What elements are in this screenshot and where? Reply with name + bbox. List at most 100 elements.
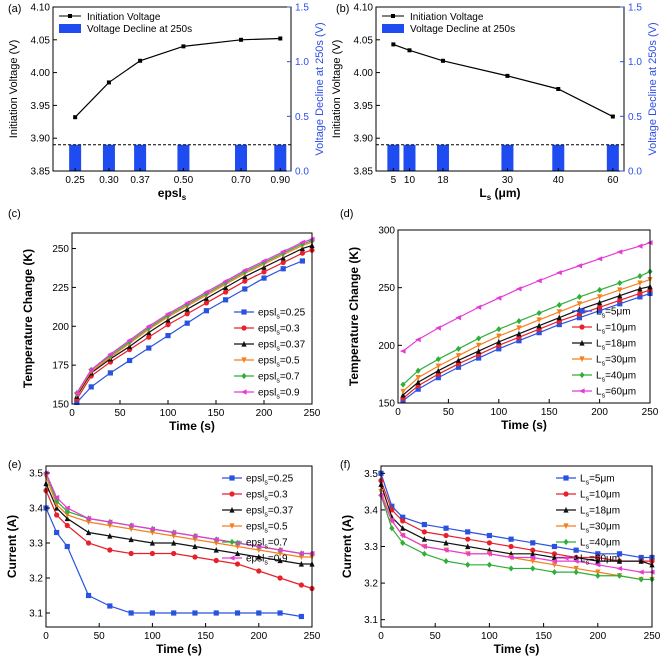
series-line bbox=[74, 37, 281, 118]
data-point bbox=[85, 515, 92, 522]
x-axis-title: Time (s) bbox=[501, 418, 547, 432]
y-tick-label: 3.1 bbox=[364, 615, 378, 626]
data-point bbox=[107, 532, 113, 539]
data-point bbox=[573, 569, 579, 576]
data-point bbox=[277, 610, 283, 616]
data-point bbox=[616, 572, 623, 579]
data-point bbox=[203, 308, 209, 314]
y-tick-label: 250 bbox=[378, 283, 395, 294]
legend-label: epsls=0.5 bbox=[246, 522, 288, 535]
data-point bbox=[64, 512, 70, 519]
data-point bbox=[486, 532, 492, 539]
legend-marker bbox=[241, 372, 247, 380]
legend-label: epsls=0.5 bbox=[258, 356, 300, 369]
data-point bbox=[64, 543, 70, 550]
legend-label: Initiation Voltage bbox=[410, 12, 484, 23]
data-point bbox=[389, 503, 395, 509]
data-point bbox=[171, 539, 177, 546]
legend-marker bbox=[241, 325, 247, 331]
data-point bbox=[536, 317, 542, 324]
y-tick-label: 250 bbox=[52, 244, 69, 255]
panel-label: (e) bbox=[8, 459, 21, 471]
legend-marker bbox=[391, 14, 395, 18]
x-tick-label: 5 bbox=[391, 175, 397, 186]
data-point bbox=[421, 521, 427, 528]
data-point bbox=[223, 297, 229, 303]
data-point bbox=[255, 543, 262, 550]
x-tick-label: 30 bbox=[502, 175, 514, 186]
y2-tick-label: 0.0 bbox=[628, 167, 642, 178]
bar bbox=[177, 144, 190, 171]
data-point bbox=[551, 569, 558, 576]
data-point bbox=[234, 550, 241, 557]
data-point bbox=[149, 526, 155, 532]
x-axis-title: Time (s) bbox=[169, 419, 215, 433]
data-point bbox=[256, 568, 262, 574]
data-point bbox=[213, 610, 219, 616]
y2-tick-label: 0.0 bbox=[295, 167, 309, 178]
x-tick-label: 150 bbox=[197, 631, 214, 642]
data-point bbox=[576, 263, 583, 269]
data-point bbox=[280, 266, 286, 272]
data-point bbox=[400, 514, 406, 520]
data-point bbox=[88, 384, 94, 390]
data-point bbox=[443, 539, 449, 546]
data-point bbox=[64, 505, 70, 511]
x-tick-label: 250 bbox=[304, 631, 321, 642]
data-point bbox=[597, 286, 603, 294]
data-point bbox=[440, 58, 445, 63]
x-tick-label: 50 bbox=[430, 631, 442, 642]
data-point bbox=[637, 294, 643, 300]
data-point bbox=[435, 375, 441, 381]
data-point bbox=[516, 318, 522, 325]
legend-marker bbox=[68, 14, 72, 18]
legend-marker bbox=[563, 475, 569, 481]
y2-tick-label: 0.5 bbox=[295, 112, 309, 123]
legend-label: Ls=60μm bbox=[580, 554, 620, 567]
data-point bbox=[551, 543, 558, 550]
data-point bbox=[277, 550, 283, 557]
legend-marker bbox=[229, 475, 235, 481]
legend-marker bbox=[241, 309, 247, 315]
series-line bbox=[76, 238, 313, 394]
data-point bbox=[298, 560, 304, 567]
series-line bbox=[393, 43, 614, 118]
data-point bbox=[146, 334, 152, 340]
data-point bbox=[496, 333, 502, 340]
data-point bbox=[508, 565, 514, 572]
legend-label: epsls=0.7 bbox=[258, 372, 300, 385]
data-point bbox=[556, 87, 561, 91]
legend-marker bbox=[563, 523, 569, 530]
data-point bbox=[556, 321, 562, 328]
legend-label: epsls=0.37 bbox=[258, 340, 306, 353]
y-tick-label: 4.10 bbox=[354, 3, 374, 14]
data-point bbox=[486, 561, 492, 568]
legend-marker bbox=[579, 371, 585, 379]
data-point bbox=[107, 603, 113, 609]
bar bbox=[102, 144, 115, 171]
data-point bbox=[508, 536, 514, 542]
data-point bbox=[617, 301, 623, 307]
legend-label: Ls=5μm bbox=[580, 474, 615, 487]
y2-tick-label: 1.5 bbox=[295, 3, 309, 14]
data-point bbox=[496, 326, 502, 333]
data-point bbox=[149, 539, 155, 546]
x-tick-label: 60 bbox=[607, 175, 619, 186]
data-point bbox=[455, 353, 462, 359]
data-point bbox=[277, 575, 283, 581]
data-point bbox=[128, 522, 134, 529]
data-point bbox=[455, 345, 462, 352]
series-line bbox=[45, 507, 302, 618]
x-tick-label: 150 bbox=[208, 408, 225, 419]
data-point bbox=[299, 258, 305, 264]
y-axis-title: Temperature Change (K) bbox=[347, 247, 361, 386]
data-point bbox=[165, 322, 171, 328]
data-point bbox=[213, 536, 219, 543]
data-point bbox=[594, 562, 601, 568]
bar bbox=[436, 144, 449, 171]
data-point bbox=[171, 533, 177, 540]
data-point bbox=[515, 286, 522, 292]
data-point bbox=[399, 532, 406, 539]
series-line bbox=[76, 249, 313, 400]
data-point bbox=[455, 357, 462, 363]
